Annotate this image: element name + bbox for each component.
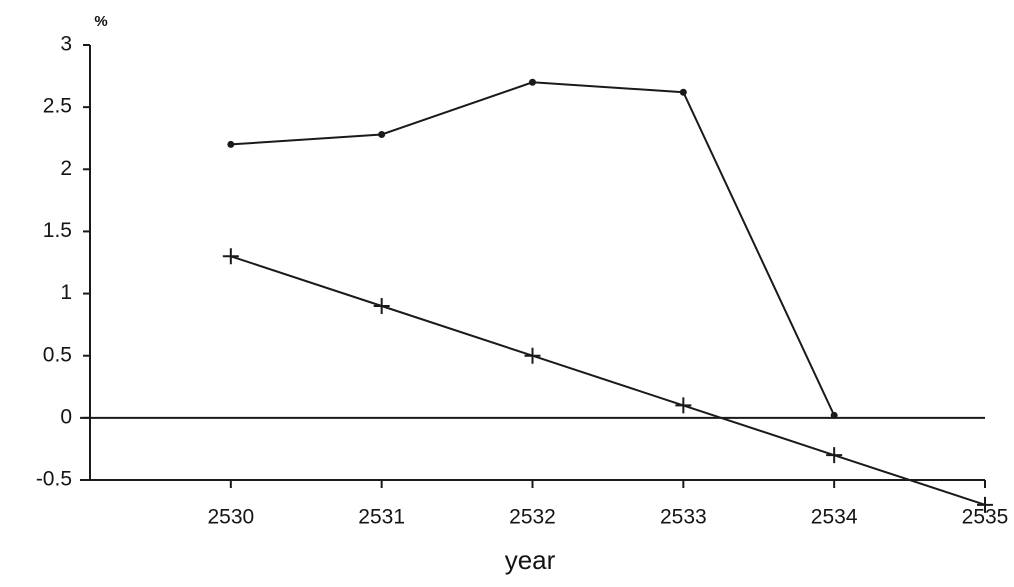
series-line	[231, 256, 985, 505]
point-marker	[378, 131, 385, 138]
y-tick-label: 3	[60, 33, 72, 56]
y-tick-label: -0.5	[36, 468, 72, 491]
point-marker	[675, 397, 691, 413]
y-tick-label: 2.5	[43, 95, 72, 118]
point-marker	[374, 298, 390, 314]
y-tick-label: 1	[60, 281, 72, 304]
x-tick-label: 2533	[660, 506, 707, 529]
y-unit: %	[94, 13, 107, 30]
point-marker	[529, 79, 536, 86]
y-tick-label: 1.5	[43, 219, 72, 242]
series-line	[231, 82, 834, 415]
x-tick-label: 2530	[207, 506, 254, 529]
chart: % year -0.5 0 0.5 1 1.5 2 2.5 3 2530 2531 2532 2533…	[0, 0, 1014, 582]
point-marker	[680, 89, 687, 96]
point-marker	[223, 248, 239, 264]
point-marker	[831, 412, 838, 419]
x-tick-label: 2531	[358, 506, 405, 529]
x-tick-label: 2534	[811, 506, 858, 529]
x-tick-label: 2532	[509, 506, 556, 529]
y-tick-label: 2	[60, 157, 72, 180]
point-marker	[826, 447, 842, 463]
point-marker	[525, 348, 541, 364]
y-tick-label: 0	[60, 405, 72, 428]
x-axis-label: year	[505, 545, 556, 575]
page: {"chart_data": { "type": "line", "y_unit…	[0, 0, 1014, 582]
y-tick-label: 0.5	[43, 343, 72, 366]
point-marker	[227, 141, 234, 148]
